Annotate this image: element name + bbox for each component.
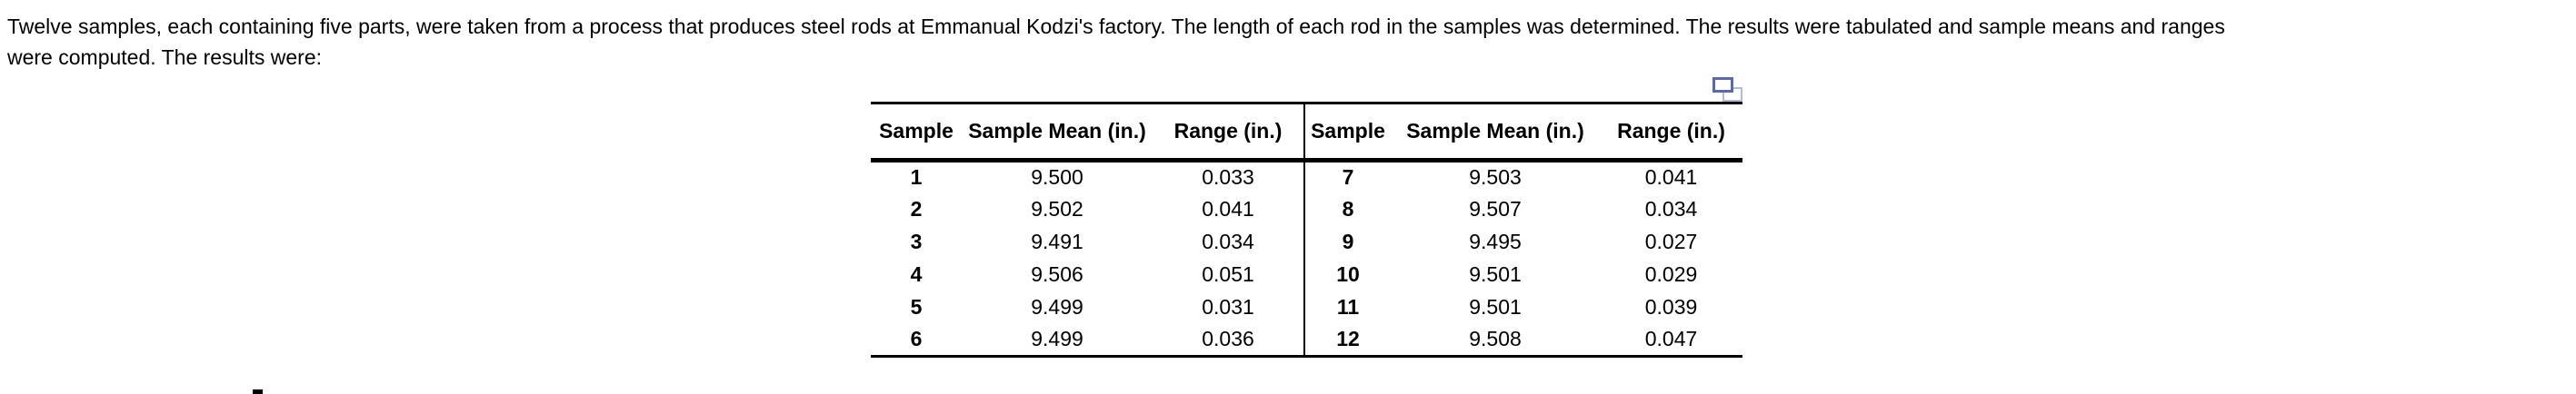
sample-number-cell: 12 [1303,323,1391,357]
column-header-range-left: Range (in.) [1153,103,1304,163]
range-cell: 0.041 [1202,197,1254,221]
sample-number-cell: 11 [1303,291,1391,324]
cropped-text-fragment [253,389,263,394]
problem-text-line-1: Twelve samples, each containing five par… [7,15,2225,38]
sample-number-cell: 4 [910,262,923,286]
range-cell: 0.051 [1202,262,1254,286]
sample-mean-cell: 9.508 [1469,327,1522,351]
sample-number-cell: 1 [910,165,923,190]
sample-mean-cell: 9.506 [1031,262,1083,286]
range-cell: 0.031 [1202,295,1254,319]
sample-mean-cell: 9.499 [1031,295,1083,319]
column-header-sample-left: Sample [871,103,962,163]
sample-mean-cell: 9.495 [1469,230,1522,253]
sample-number-cell: 3 [910,230,923,253]
table-row: 3 9.491 0.034 9 9.495 0.027 [871,225,1742,259]
range-cell: 0.033 [1202,165,1254,190]
sample-mean-cell: 9.491 [1031,230,1083,253]
range-cell: 0.029 [1644,262,1698,286]
sample-number-cell: 9 [1303,225,1391,259]
sample-number-cell: 6 [910,327,923,351]
sample-number-cell: 7 [1303,160,1391,193]
table-row: 5 9.499 0.031 11 9.501 0.039 [871,291,1742,324]
sample-mean-cell: 9.503 [1469,165,1522,190]
table-row: 6 9.499 0.036 12 9.508 0.047 [871,323,1742,357]
range-cell: 0.039 [1644,295,1698,319]
sample-mean-cell: 9.501 [1469,295,1522,319]
copy-icon[interactable] [1712,77,1742,102]
sample-number-cell: 2 [910,197,923,221]
header-row: Sample Sample Mean (in.) Range (in.) Sam… [871,103,1742,163]
range-cell: 0.047 [1644,327,1698,351]
table-row: 4 9.506 0.051 10 9.501 0.029 [871,258,1742,291]
sample-number-cell: 5 [910,295,923,319]
copy-icon-front-rect [1712,77,1733,93]
results-table: Sample Sample Mean (in.) Range (in.) Sam… [871,102,1742,358]
column-header-sample-mean-right: Sample Mean (in.) [1391,103,1600,163]
table-row: 1 9.500 0.033 7 9.503 0.041 [871,160,1742,193]
sample-mean-cell: 9.507 [1469,197,1522,221]
sample-mean-cell: 9.502 [1031,197,1083,221]
sample-mean-cell: 9.499 [1031,327,1083,351]
range-cell: 0.041 [1644,165,1698,190]
sample-mean-cell: 9.500 [1031,165,1083,190]
column-header-sample-right: Sample [1303,103,1391,163]
problem-text-line-2: were computed. The results were: [7,45,323,69]
problem-statement: Twelve samples, each containing five par… [7,11,2571,73]
sample-number-cell: 10 [1303,258,1391,291]
table-row: 2 9.502 0.041 8 9.507 0.034 [871,192,1742,226]
column-header-sample-mean-left: Sample Mean (in.) [962,103,1153,163]
range-cell: 0.034 [1202,230,1254,253]
range-cell: 0.034 [1644,197,1698,221]
sample-mean-cell: 9.501 [1469,262,1522,286]
range-cell: 0.036 [1202,327,1254,351]
range-cell: 0.027 [1644,230,1698,253]
sample-number-cell: 8 [1303,192,1391,226]
column-header-range-right: Range (in.) [1600,103,1742,163]
